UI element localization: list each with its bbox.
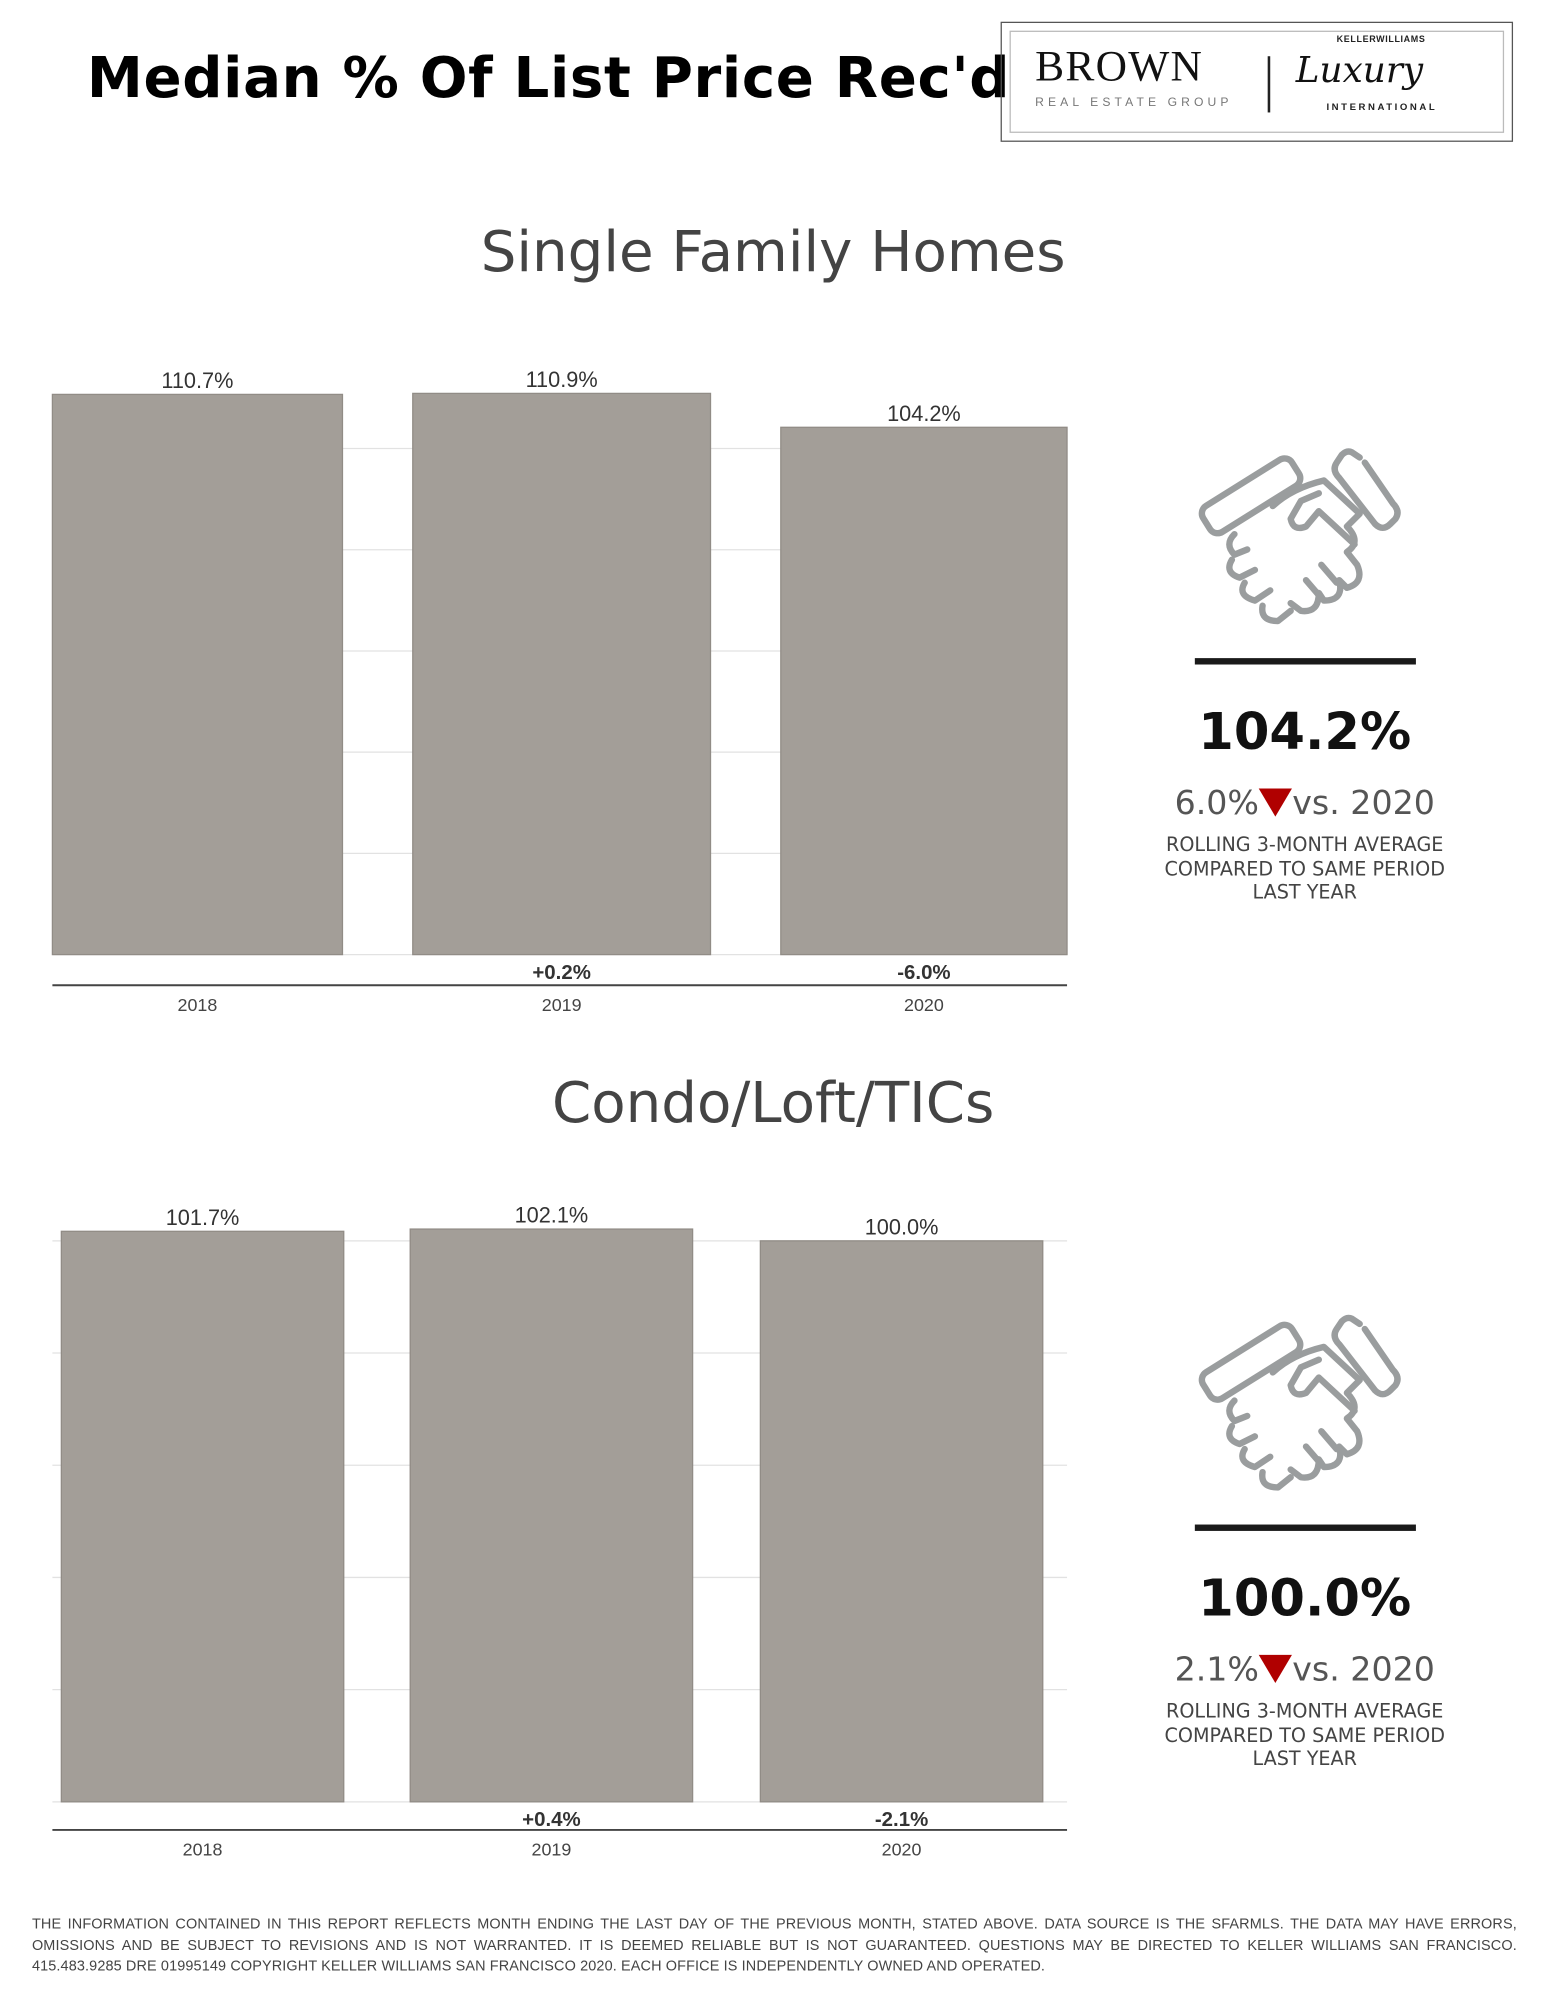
x-tick-label: 2018 — [183, 1840, 223, 1860]
change-label: +0.2% — [532, 961, 591, 984]
x-tick-label: 2018 — [178, 995, 218, 1015]
bar-2020 — [780, 426, 1068, 956]
divider-rule — [1194, 1524, 1416, 1531]
page-title: Median % Of List Price Rec'd — [86, 46, 1011, 112]
data-label: 102.1% — [515, 1203, 589, 1228]
x-tick-label: 2019 — [532, 1840, 572, 1860]
logo-partner-top: KELLERWILLIAMS — [1336, 35, 1426, 45]
logo-divider — [1267, 56, 1270, 113]
x-tick-label: 2020 — [904, 995, 944, 1015]
change-value: 6.0% — [1174, 784, 1259, 823]
brand-logo: BROWN REAL ESTATE GROUP KELLERWILLIAMS L… — [1000, 21, 1514, 142]
section-title-single-family: Single Family Homes — [480, 219, 1066, 285]
disclaimer-footer: THE INFORMATION CONTAINED IN THIS REPORT… — [31, 1916, 1517, 1975]
data-label: 104.2% — [887, 401, 961, 426]
divider-rule — [1194, 658, 1416, 665]
summary-panel-condo: 100.0% 2.1% vs. 2020 ROLLING 3-MONTH AVER… — [1113, 1309, 1496, 1771]
bar-2018 — [51, 393, 344, 956]
handshake-icon — [1198, 448, 1401, 625]
data-label: 110.9% — [526, 367, 598, 392]
data-label: 100.0% — [865, 1214, 939, 1239]
change-comparison: vs. 2020 — [1292, 784, 1435, 823]
logo-partner-bottom: INTERNATIONAL — [1326, 100, 1438, 113]
bar-2019 — [409, 1228, 694, 1803]
note-line: COMPARED TO SAME PERIOD — [1164, 856, 1445, 880]
summary-note: ROLLING 3-MONTH AVERAGE COMPARED TO SAME… — [1113, 1700, 1496, 1771]
note-line: ROLLING 3-MONTH AVERAGE — [1166, 1699, 1444, 1723]
bar-2018 — [60, 1230, 345, 1803]
logo-frame — [1009, 30, 1505, 133]
down-arrow-icon — [1258, 788, 1293, 817]
change-label: -6.0% — [897, 961, 950, 984]
bar-chart-condo: 101.7% 2018 102.1% +0.4% 2019 100.0% -2.1% 2020 — [52, 1203, 1068, 1860]
summary-change: 6.0% vs. 2020 — [1113, 785, 1496, 823]
note-line: COMPARED TO SAME PERIOD — [1164, 1723, 1445, 1747]
data-label: 101.7% — [166, 1205, 240, 1230]
logo-brand: BROWN — [1035, 43, 1204, 91]
bar-2019 — [412, 392, 712, 956]
down-arrow-icon — [1258, 1654, 1293, 1683]
summary-value: 100.0% — [1198, 1569, 1412, 1629]
bar-chart-single-family: 110.7% 2018 110.9% +0.2% 2019 104.2% -6.0% 2020 — [51, 367, 1068, 1015]
x-tick-label: 2020 — [882, 1840, 922, 1860]
note-line: ROLLING 3-MONTH AVERAGE — [1166, 833, 1444, 857]
data-label: 110.7% — [161, 368, 233, 393]
section-title-condo: Condo/Loft/TICs — [551, 1070, 995, 1137]
logo-subtitle: REAL ESTATE GROUP — [1035, 95, 1233, 110]
change-label: -2.1% — [875, 1808, 928, 1831]
summary-change: 2.1% vs. 2020 — [1113, 1651, 1496, 1689]
note-line: LAST YEAR — [1252, 880, 1357, 904]
summary-panel-single-family: 104.2% 6.0% vs. 2020 ROLLING 3-MONTH AVER… — [1113, 442, 1496, 904]
bar-2020 — [759, 1240, 1044, 1803]
change-label: +0.4% — [522, 1808, 581, 1831]
handshake-icon — [1198, 1314, 1401, 1491]
summary-note: ROLLING 3-MONTH AVERAGE COMPARED TO SAME… — [1113, 833, 1496, 904]
change-value: 2.1% — [1174, 1651, 1259, 1690]
summary-value: 104.2% — [1198, 702, 1412, 762]
logo-partner-script: Luxury — [1295, 48, 1424, 91]
change-comparison: vs. 2020 — [1292, 1651, 1435, 1690]
note-line: LAST YEAR — [1252, 1746, 1357, 1770]
x-tick-label: 2019 — [542, 995, 582, 1015]
